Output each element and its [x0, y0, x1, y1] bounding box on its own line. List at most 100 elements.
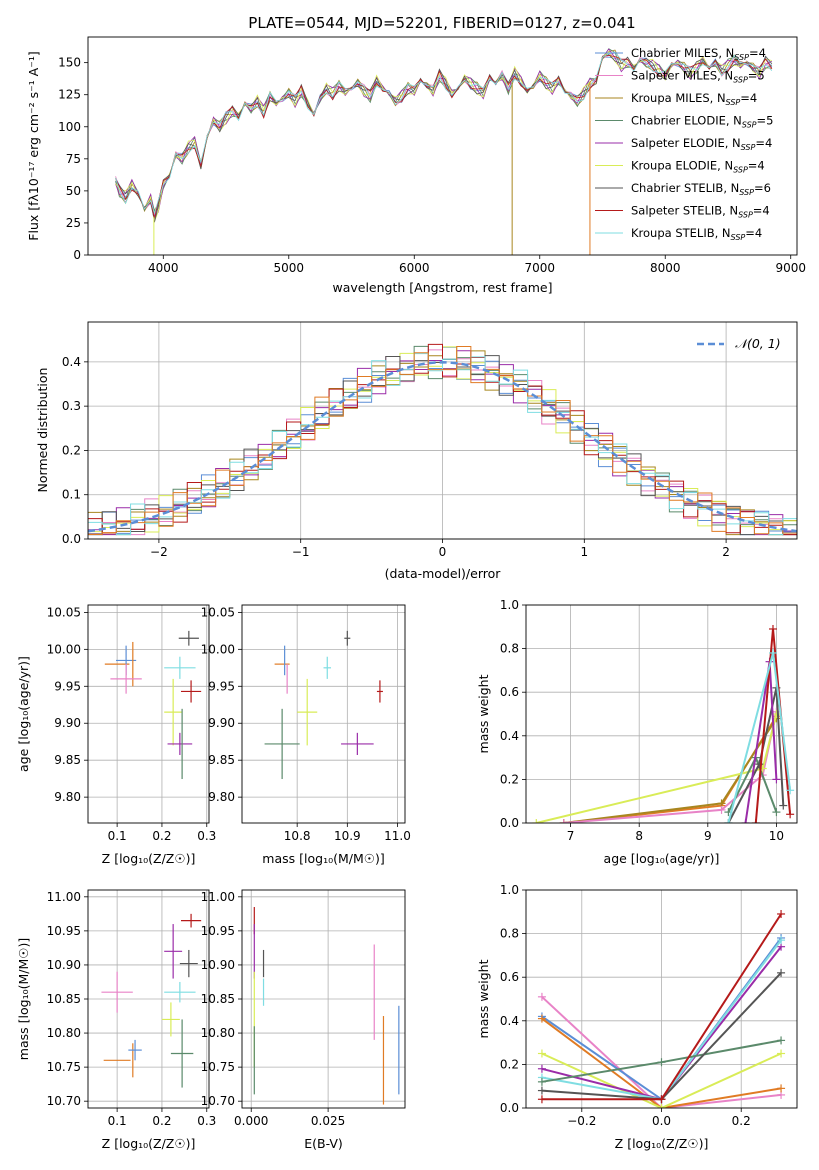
x-tick-label: 0.3 [197, 829, 216, 843]
y-tick-label: 10.70 [201, 1094, 235, 1108]
axes-frame [87, 604, 210, 824]
y-axis-label: mass weight [476, 959, 491, 1038]
axes-frame [87, 889, 210, 1109]
y-tick-label: 50 [66, 184, 81, 198]
age_vs_mass-axes: 10.8 10.9 11.0 9.80 9.85 9.90 9.95 10.00 10.05 ma… [201, 604, 411, 866]
axes-frame [525, 889, 798, 1109]
x-axis-label: Z [log₁₀(Z/Z☉)] [615, 1136, 709, 1151]
x-tick-label: 1 [580, 545, 588, 559]
x-tick-label: 8000 [650, 261, 681, 275]
y-tick-label: 0.0 [62, 532, 81, 546]
x-tick-label: 0.2 [152, 829, 171, 843]
legend-label: Chabrier MILES, NSSP=4 [631, 46, 766, 62]
y-tick-label: 10.05 [47, 605, 81, 619]
y-tick-label: 0.8 [500, 927, 519, 941]
y-axis-label: age [log₁₀(age/yr)] [16, 656, 31, 772]
x-tick-label: 2 [722, 545, 730, 559]
y-tick-label: 150 [58, 56, 81, 70]
y-tick-label: 0.2 [62, 443, 81, 457]
age_vs_Z-axes: 0.1 0.2 0.3 9.80 9.85 9.90 9.95 10.00 10.05 Z [lo… [16, 604, 216, 866]
y-axis-label: mass weight [476, 674, 491, 753]
y-tick-label: 9.90 [208, 716, 235, 730]
y-axis-label: Flux [fλ10⁻¹⁷ erg cm⁻² s⁻¹ A⁻¹] [26, 51, 41, 240]
y-tick-label: 0.1 [62, 488, 81, 502]
x-tick-label: 7 [567, 829, 575, 843]
histogram-series [88, 346, 797, 535]
spectrum-lines [115, 48, 773, 255]
y-tick-label: 10.80 [201, 1026, 235, 1040]
y-tick-label: 1.0 [500, 883, 519, 897]
y-tick-label: 0.0 [500, 816, 519, 830]
y-tick-label: 0.6 [500, 970, 519, 984]
normal-curve [88, 361, 797, 533]
y-tick-label: 11.00 [201, 890, 235, 904]
x-tick-label: 4000 [148, 261, 179, 275]
y-tick-label: 9.95 [208, 679, 235, 693]
x-tick-label: 0.0 [652, 1114, 671, 1128]
y-tick-label: 10.05 [201, 605, 235, 619]
legend-label: Salpeter ELODIE, NSSP=4 [631, 136, 772, 152]
y-tick-label: 9.80 [54, 790, 81, 804]
x-axis-label: mass [log₁₀(M/M☉)] [262, 851, 384, 866]
y-tick-label: 75 [66, 152, 81, 166]
x-tick-label: 0 [439, 545, 447, 559]
y-tick-label: 10.00 [47, 642, 81, 656]
mass-weight-series [541, 1017, 782, 1108]
y-tick-label: 10.85 [201, 992, 235, 1006]
normal-legend-label: 𝒩(0, 1) [735, 336, 781, 351]
mass-weight-series [541, 996, 782, 1108]
x-tick-label: 0.2 [152, 1114, 171, 1128]
x-axis-label: Z [log₁₀(Z/Z☉)] [102, 1136, 196, 1151]
y-tick-label: 0.6 [500, 685, 519, 699]
x-axis-label: wavelength [Angstrom, rest frame] [332, 280, 552, 295]
x-tick-label: 5000 [274, 261, 305, 275]
errorbars [101, 913, 202, 1088]
x-tick-label: 8 [635, 829, 643, 843]
x-axis-label: Z [log₁₀(Z/Z☉)] [102, 851, 196, 866]
mass-weight-series [727, 687, 785, 823]
y-tick-label: 1.0 [500, 598, 519, 612]
x-axis-label: E(B-V) [304, 1136, 343, 1151]
residuals-axes: −2 −1 0 1 2 0.0 0.1 0.2 0.3 0.4 𝒩(0, 1) (data-model… [35, 321, 798, 581]
mass-weight-series [541, 1052, 782, 1108]
y-axis-label: mass [log₁₀(M/M☉)] [16, 938, 31, 1060]
y-tick-label: 9.95 [54, 679, 81, 693]
legend-label: Chabrier ELODIE, NSSP=5 [631, 114, 773, 130]
x-tick-label: 9 [704, 829, 712, 843]
y-tick-label: 10.00 [201, 642, 235, 656]
spectrum-axes: 4000 5000 6000 7000 8000 9000 0 25 50 75 100 125 150… [26, 36, 806, 295]
y-tick-label: 0.4 [500, 1014, 519, 1028]
errorbars [264, 630, 383, 780]
spectrum-legend: Chabrier MILES, NSSP=4 Salpeter MILES, NS… [595, 46, 773, 242]
x-tick-label: 10 [769, 829, 784, 843]
y-tick-label: 9.85 [208, 753, 235, 767]
mass_vs_Z-axes: 0.1 0.2 0.3 10.70 10.75 10.80 10.85 10.90 10.95 1… [16, 889, 216, 1151]
y-tick-label: 100 [58, 120, 81, 134]
mass-weight-lines [537, 909, 786, 1108]
x-tick-label: 11.0 [384, 829, 411, 843]
y-tick-label: 9.80 [208, 790, 235, 804]
massweight_vs_Z-axes: −0.2 0.0 0.2 0.0 0.2 0.4 0.6 0.8 1.0 Z [log₁₀(Z/Z… [476, 883, 798, 1151]
x-tick-label: 0.1 [108, 1114, 127, 1128]
x-tick-label: 10.9 [334, 829, 361, 843]
x-axis-label: (data-model)/error [385, 566, 502, 581]
legend-label: Kroupa ELODIE, NSSP=4 [631, 159, 765, 175]
spectrum-series [115, 54, 773, 223]
mass-weight-series [563, 717, 778, 823]
axes-frame [525, 604, 798, 824]
figure-title: PLATE=0544, MJD=52201, FIBERID=0127, z=0… [248, 14, 635, 32]
spectrum-series [115, 51, 773, 224]
x-tick-label: 7000 [524, 261, 555, 275]
mass-weight-series [536, 713, 778, 823]
x-tick-label: 10.8 [284, 829, 311, 843]
y-tick-label: 9.90 [54, 716, 81, 730]
mass-weight-lines [532, 624, 795, 823]
y-axis-label: Normed distribution [35, 368, 50, 493]
mass_vs_ebv-axes: 0.000 0.025 10.70 10.75 10.80 10.85 10.90 10.95… [201, 889, 406, 1151]
x-tick-label: 9000 [775, 261, 806, 275]
x-tick-label: 6000 [399, 261, 430, 275]
y-tick-label: 10.70 [47, 1094, 81, 1108]
y-tick-label: 125 [58, 88, 81, 102]
y-tick-label: 0.2 [500, 1057, 519, 1071]
y-tick-label: 9.85 [54, 753, 81, 767]
